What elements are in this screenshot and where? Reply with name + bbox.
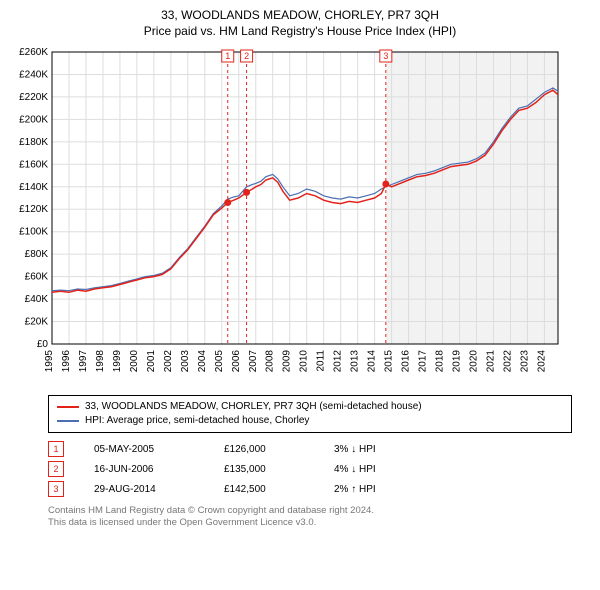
x-tick-label: 2023 <box>519 350 530 373</box>
y-tick-label: £200K <box>19 114 48 125</box>
title-main: 33, WOODLANDS MEADOW, CHORLEY, PR7 3QH <box>8 8 592 22</box>
x-tick-label: 1995 <box>44 350 55 373</box>
x-tick-label: 1999 <box>112 350 123 373</box>
sale-marker-number: 2 <box>244 51 249 61</box>
attribution-line-2: This data is licensed under the Open Gov… <box>48 517 572 529</box>
sale-marker-icon: 3 <box>48 481 64 497</box>
sale-marker-point <box>243 189 250 196</box>
attribution: Contains HM Land Registry data © Crown c… <box>48 505 572 530</box>
legend-label: 33, WOODLANDS MEADOW, CHORLEY, PR7 3QH (… <box>85 400 422 414</box>
x-tick-label: 2017 <box>418 350 429 373</box>
sales-table: 1 05-MAY-2005 £126,000 3% ↓ HPI 2 16-JUN-2006… <box>48 439 572 499</box>
sale-date: 29-AUG-2014 <box>94 484 194 495</box>
x-tick-label: 2014 <box>367 350 378 373</box>
x-tick-label: 2016 <box>401 350 412 373</box>
x-tick-label: 2022 <box>502 350 513 373</box>
y-tick-label: £160K <box>19 159 48 170</box>
y-tick-label: £0 <box>37 339 49 350</box>
legend-row: 33, WOODLANDS MEADOW, CHORLEY, PR7 3QH (… <box>57 400 563 414</box>
y-tick-label: £60K <box>25 272 49 283</box>
sale-date: 16-JUN-2006 <box>94 464 194 475</box>
x-tick-label: 2000 <box>129 350 140 373</box>
y-tick-label: £80K <box>25 249 49 260</box>
y-tick-label: £40K <box>25 294 49 305</box>
y-tick-label: £120K <box>19 204 48 215</box>
y-tick-label: £260K <box>19 47 48 58</box>
x-tick-label: 2010 <box>299 350 310 373</box>
y-tick-label: £220K <box>19 92 48 103</box>
sale-hpi: 4% ↓ HPI <box>334 464 414 475</box>
x-tick-label: 2020 <box>468 350 479 373</box>
x-tick-label: 2002 <box>163 350 174 373</box>
x-tick-label: 1997 <box>78 350 89 373</box>
y-tick-label: £180K <box>19 137 48 148</box>
y-tick-label: £240K <box>19 69 48 80</box>
x-tick-label: 2005 <box>214 350 225 373</box>
highlight-band <box>386 52 558 344</box>
x-tick-label: 2011 <box>316 350 327 372</box>
x-tick-label: 2003 <box>180 350 191 373</box>
sale-marker-point <box>224 199 231 206</box>
x-tick-label: 2001 <box>146 350 157 373</box>
x-tick-label: 2019 <box>452 350 463 373</box>
x-tick-label: 2009 <box>282 350 293 373</box>
legend-row: HPI: Average price, semi-detached house,… <box>57 414 563 428</box>
sale-price: £135,000 <box>224 464 304 475</box>
x-tick-label: 2007 <box>248 350 259 373</box>
sales-row: 2 16-JUN-2006 £135,000 4% ↓ HPI <box>48 459 572 479</box>
sale-marker-number: 1 <box>225 51 230 61</box>
x-tick-label: 2018 <box>435 350 446 373</box>
title-sub: Price paid vs. HM Land Registry's House … <box>8 24 592 38</box>
x-tick-label: 2013 <box>350 350 361 373</box>
sale-price: £126,000 <box>224 444 304 455</box>
title-block: 33, WOODLANDS MEADOW, CHORLEY, PR7 3QH P… <box>8 8 592 38</box>
chart: £0 £20K £40K £60K £80K £100K £120K £140K £160K £1… <box>8 44 592 387</box>
legend: 33, WOODLANDS MEADOW, CHORLEY, PR7 3QH (… <box>48 395 572 433</box>
x-tick-label: 2021 <box>485 350 496 373</box>
sale-hpi: 2% ↑ HPI <box>334 484 414 495</box>
x-tick-label: 2024 <box>536 350 547 373</box>
sale-date: 05-MAY-2005 <box>94 444 194 455</box>
sale-marker-icon: 2 <box>48 461 64 477</box>
x-tick-label: 1996 <box>61 350 72 373</box>
x-tick-label: 1998 <box>95 350 106 373</box>
y-tick-label: £20K <box>25 317 49 328</box>
x-tick-label: 2006 <box>231 350 242 373</box>
sale-price: £142,500 <box>224 484 304 495</box>
sale-hpi: 3% ↓ HPI <box>334 444 414 455</box>
x-tick-label: 2012 <box>333 350 344 373</box>
sales-row: 1 05-MAY-2005 £126,000 3% ↓ HPI <box>48 439 572 459</box>
legend-label: HPI: Average price, semi-detached house,… <box>85 414 309 428</box>
y-tick-label: £100K <box>19 227 48 238</box>
x-tick-label: 2008 <box>265 350 276 373</box>
sales-row: 3 29-AUG-2014 £142,500 2% ↑ HPI <box>48 479 572 499</box>
chart-svg: £0 £20K £40K £60K £80K £100K £120K £140K £160K £1… <box>8 44 568 384</box>
sale-marker-point <box>382 180 389 187</box>
sale-marker-number: 3 <box>383 51 388 61</box>
sale-marker-icon: 1 <box>48 441 64 457</box>
legend-swatch <box>57 420 79 422</box>
x-tick-label: 2015 <box>384 350 395 373</box>
attribution-line-1: Contains HM Land Registry data © Crown c… <box>48 505 572 517</box>
x-tick-label: 2004 <box>197 350 208 373</box>
legend-swatch <box>57 406 79 408</box>
y-tick-label: £140K <box>19 182 48 193</box>
